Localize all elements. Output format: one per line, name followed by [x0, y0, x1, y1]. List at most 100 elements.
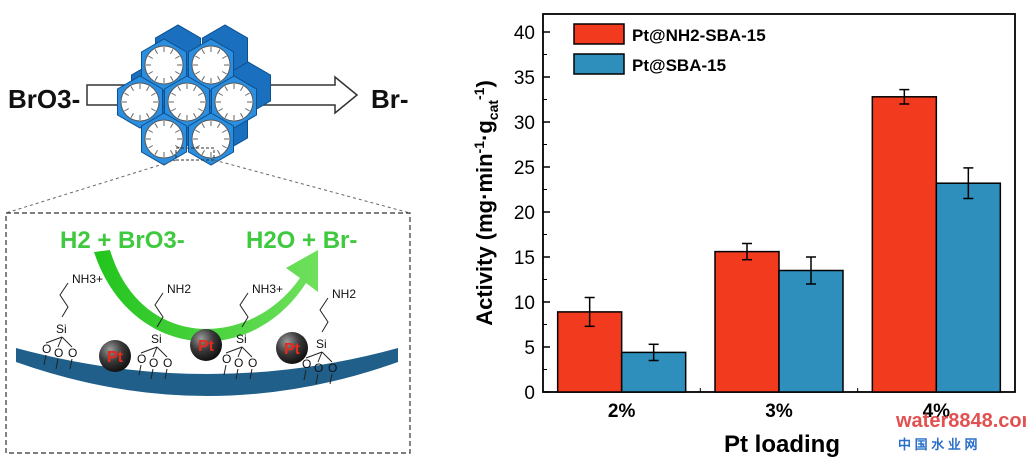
pore-wall-ligand	[148, 129, 153, 133]
pore-wall-ligand	[177, 86, 181, 91]
pore-channel	[214, 82, 254, 122]
si-o-bond	[321, 351, 333, 363]
pore-wall-ligand	[124, 92, 129, 96]
o-surface-bond	[150, 368, 154, 380]
y-tick-label: 35	[514, 68, 535, 89]
pt-label: Pt	[284, 341, 301, 358]
bar	[714, 250, 780, 393]
o-surface-bond	[43, 354, 47, 366]
pore-wall-ligand	[217, 150, 221, 155]
zoom-line-left	[5, 159, 177, 214]
pore-wall-ligand	[151, 92, 156, 96]
pore-wall-ligand	[198, 92, 203, 96]
pore-wall-ligand	[154, 76, 158, 81]
pore-wall-ligand	[124, 108, 129, 112]
pore-wall-ligand	[198, 108, 203, 112]
watermark-subtitle: 中 国 水 业 网	[898, 437, 977, 452]
x-tick-label: 2%	[608, 401, 636, 422]
pore-wall-ligand	[201, 76, 205, 81]
pore-wall-ligand	[218, 108, 223, 112]
o-surface-bond	[164, 368, 168, 380]
pore-wall-ligand	[154, 49, 158, 54]
y-axis-label: Activity (mg·min-1·gcat-1)	[471, 80, 501, 326]
propyl-chain	[239, 292, 249, 328]
amine-label: NH3+	[72, 272, 103, 286]
reactant-label: BrO3-	[8, 84, 80, 114]
pore-channel	[167, 82, 207, 122]
reaction-right-text: H2O + Br-	[246, 227, 357, 254]
pore-wall-ligand	[201, 49, 205, 54]
oxygen-label: O	[68, 346, 77, 360]
o-surface-bond	[329, 373, 333, 385]
o-surface-bond	[235, 368, 239, 380]
pore-wall-ligand	[154, 150, 158, 155]
pore-wall-ligand	[201, 123, 205, 128]
pore-wall-ligand	[130, 113, 134, 118]
pore-wall-ligand	[171, 92, 176, 96]
pore-wall-ligand	[175, 71, 180, 75]
si-label: Si	[151, 332, 162, 346]
legend: Pt@NH2-SBA-15 Pt@SBA-15	[573, 23, 766, 75]
x-tick-label: 4%	[923, 401, 951, 422]
oxygen-label: O	[222, 352, 231, 366]
legend-swatch	[573, 53, 625, 75]
watermark-text: water8848.com	[895, 410, 1026, 432]
pt-nanoparticle	[99, 340, 131, 372]
pore-wall-ligand	[217, 49, 221, 54]
oxygen-label: O	[54, 346, 63, 360]
o-surface-bond	[223, 364, 227, 376]
si-o-bond	[241, 346, 253, 358]
pore-wall-ligand	[195, 55, 200, 59]
y-tick-label: 25	[514, 158, 535, 179]
zoom-line-right	[213, 159, 411, 214]
pore-wall-ligand	[218, 92, 223, 96]
oxygen-label: O	[302, 357, 311, 371]
o-surface-bond	[315, 373, 319, 385]
oxygen-label: O	[149, 356, 158, 370]
bar	[778, 269, 844, 393]
pore-wall-ligand	[240, 86, 244, 91]
x-axis-label: Pt loading	[724, 431, 840, 458]
si-label: Si	[56, 322, 67, 336]
oxygen-label: O	[248, 356, 257, 370]
o-surface-bond	[303, 369, 307, 381]
pore-wall-ligand	[175, 55, 180, 59]
si-o-bond	[225, 346, 243, 354]
catalytic-arrow	[94, 250, 318, 342]
pore-channel	[191, 45, 231, 85]
si-o-bond	[237, 346, 243, 358]
pore-wall-ligand	[170, 49, 174, 54]
pore-wall-ligand	[193, 113, 197, 118]
si-o-bond	[45, 336, 63, 344]
pore-wall-ligand	[222, 129, 227, 133]
pore-wall-ligand	[217, 123, 221, 128]
x-axis: 2% 3% 4%	[608, 385, 950, 422]
propyl-chain	[319, 297, 329, 333]
pore-wall-ligand	[201, 150, 205, 155]
oxygen-label: O	[328, 361, 337, 375]
pore-channel	[144, 119, 184, 159]
pt-label: Pt	[198, 338, 215, 355]
pt-label: Pt	[107, 349, 124, 366]
si-o-bond	[305, 351, 323, 359]
pt-nanoparticles: Pt Pt Pt	[99, 329, 308, 372]
si-o-bond	[317, 351, 323, 363]
o-surface-bond	[138, 364, 142, 376]
pore-wall-ligand	[240, 113, 244, 118]
reaction-scheme: BrO3- Br- H2 + BrO3- H2O + Br- NH3+SiO O O…	[5, 24, 411, 454]
pore-wall-ligand	[148, 145, 153, 149]
pore-wall-ligand	[224, 113, 228, 118]
pore-wall-ligand	[224, 86, 228, 91]
si-o-bond	[152, 346, 158, 358]
y-tick-label: 0	[524, 383, 535, 404]
si-o-bond	[61, 336, 73, 348]
oxygen-label: O	[234, 356, 243, 370]
legend-swatch	[573, 23, 625, 45]
amine-label: NH2	[167, 282, 191, 296]
pore-wall-ligand	[245, 92, 250, 96]
pore-wall-ligand	[170, 150, 174, 155]
pore-wall-ligand	[195, 71, 200, 75]
propyl-chain	[59, 282, 69, 318]
